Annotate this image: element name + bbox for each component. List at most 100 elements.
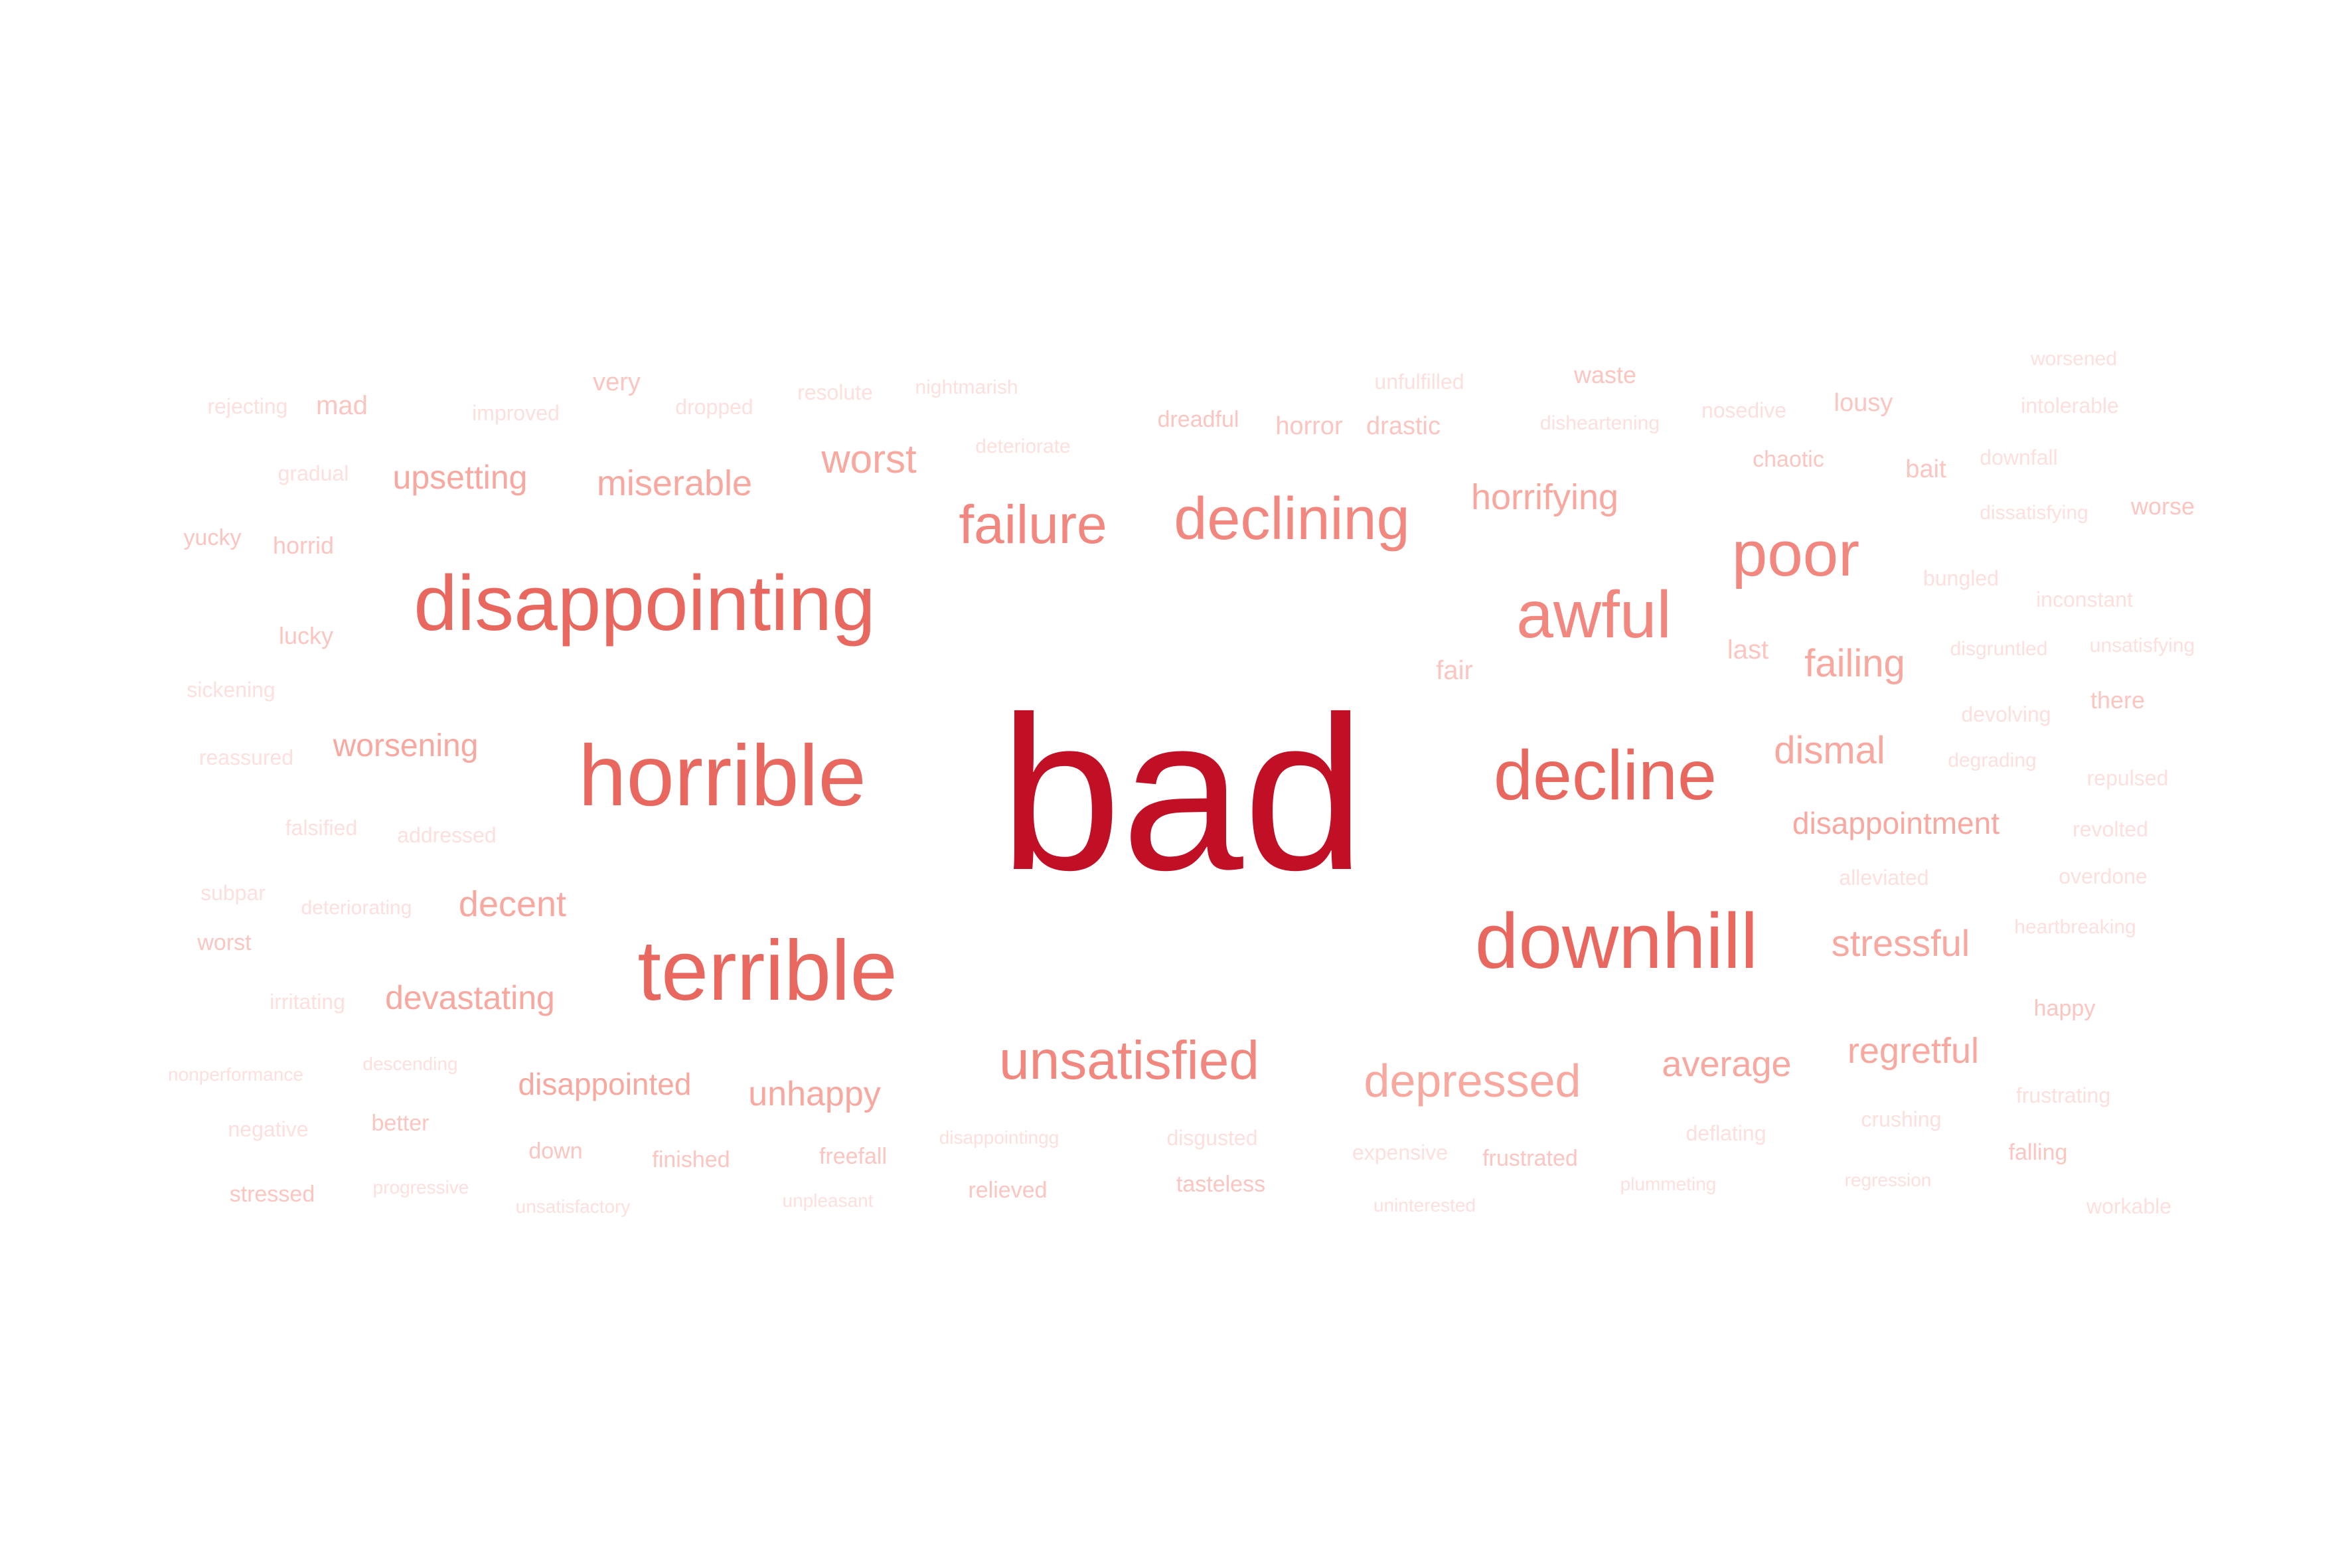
word-69: workable: [2086, 1194, 2172, 1218]
word-36: there: [2090, 686, 2146, 714]
word-19: decent: [458, 884, 567, 924]
word-50: happy: [2033, 996, 2096, 1021]
word-71: revolted: [2073, 817, 2148, 841]
word-88: disgruntled: [1950, 638, 2048, 660]
word-87: dissatisfying: [1980, 502, 2088, 524]
word-2: horrible: [578, 727, 866, 824]
word-24: disappointment: [1792, 806, 1999, 840]
word-80: disgusted: [1166, 1126, 1258, 1150]
word-85: deteriorate: [975, 435, 1071, 457]
word-40: dreadful: [1157, 407, 1239, 432]
word-16: stressful: [1831, 922, 1970, 964]
word-39: waste: [1573, 361, 1637, 388]
word-60: reassured: [198, 745, 294, 769]
word-13: horrifying: [1470, 477, 1619, 517]
word-51: worst: [197, 930, 252, 955]
word-27: last: [1727, 635, 1769, 665]
word-81: expensive: [1352, 1140, 1449, 1164]
word-32: horror: [1275, 412, 1343, 440]
word-4: downhill: [1474, 898, 1759, 985]
word-25: disappointed: [518, 1067, 692, 1101]
word-31: lousy: [1834, 389, 1893, 417]
word-6: awful: [1516, 578, 1672, 652]
word-48: frustrated: [1482, 1146, 1578, 1171]
word-90: degrading: [1948, 749, 2037, 771]
word-101: regression: [1844, 1170, 1932, 1190]
word-64: irritating: [270, 990, 345, 1014]
word-76: bungled: [1923, 566, 1999, 590]
word-38: lucky: [278, 622, 334, 649]
word-21: average: [1662, 1044, 1792, 1084]
word-96: unsatisfactory: [515, 1196, 631, 1217]
word-74: devolving: [1961, 702, 2051, 726]
word-45: freefall: [819, 1144, 888, 1169]
word-42: down: [528, 1138, 583, 1164]
word-1: disappointing: [414, 560, 876, 647]
word-73: alleviated: [1839, 866, 1929, 890]
word-66: deflating: [1686, 1121, 1766, 1145]
word-72: overdone: [2059, 864, 2148, 888]
word-3: terrible: [637, 923, 898, 1018]
word-63: subpar: [200, 881, 266, 905]
word-22: upsetting: [392, 459, 528, 496]
word-49: falling: [2008, 1140, 2068, 1165]
word-56: improved: [472, 401, 560, 425]
word-11: depressed: [1364, 1055, 1581, 1107]
word-68: frustrating: [2015, 1083, 2111, 1107]
word-47: tasteless: [1176, 1172, 1266, 1197]
word-10: failure: [959, 495, 1107, 555]
word-54: resolute: [797, 380, 873, 404]
word-0: bad: [999, 670, 1366, 915]
word-29: mad: [316, 391, 368, 420]
word-93: nonperformance: [168, 1064, 303, 1085]
word-18: regretful: [1847, 1031, 1980, 1071]
word-23: devastating: [385, 979, 555, 1016]
word-77: nosedive: [1701, 398, 1787, 422]
word-41: chaotic: [1753, 447, 1824, 472]
word-9: unsatisfied: [998, 1030, 1260, 1091]
word-67: crushing: [1861, 1107, 1942, 1131]
word-61: falsified: [285, 816, 358, 840]
word-75: inconstant: [2036, 588, 2133, 611]
word-78: intolerable: [2021, 394, 2119, 418]
word-12: worst: [821, 437, 917, 481]
word-46: relieved: [968, 1178, 1048, 1203]
word-99: uninterested: [1373, 1195, 1476, 1215]
word-44: finished: [652, 1147, 730, 1172]
word-28: fair: [1436, 656, 1473, 685]
word-57: rejecting: [207, 394, 288, 418]
word-37: horrid: [272, 532, 335, 559]
word-30: very: [593, 368, 641, 396]
word-84: nightmarish: [915, 376, 1018, 398]
word-82: unfulfilled: [1374, 370, 1464, 394]
word-55: dropped: [675, 395, 753, 419]
word-20: unhappy: [748, 1075, 881, 1113]
word-94: descending: [362, 1054, 458, 1074]
word-34: bait: [1905, 455, 1946, 483]
word-26: worsening: [333, 728, 479, 763]
word-17: miserable: [596, 463, 753, 503]
word-86: disheartening: [1539, 412, 1660, 434]
word-59: sickening: [187, 678, 275, 702]
word-98: disappointingg: [939, 1127, 1059, 1148]
word-58: gradual: [277, 461, 349, 485]
word-65: negative: [228, 1117, 309, 1141]
word-35: worse: [2130, 493, 2195, 520]
word-95: progressive: [372, 1177, 469, 1198]
word-43: better: [371, 1111, 430, 1136]
word-7: poor: [1731, 518, 1860, 589]
word-92: deteriorating: [301, 897, 412, 919]
word-89: unsatisfying: [2089, 635, 2195, 657]
word-91: heartbreaking: [2014, 916, 2136, 938]
word-83: worsened: [2030, 348, 2118, 370]
word-100: plummeting: [1620, 1174, 1717, 1194]
word-53: yucky: [183, 525, 242, 550]
word-62: addressed: [397, 823, 497, 847]
word-97: unpleasant: [782, 1190, 874, 1211]
word-79: downfall: [1980, 445, 2058, 469]
word-8: declining: [1174, 486, 1410, 552]
word-14: failing: [1804, 642, 1905, 685]
word-33: drastic: [1366, 412, 1441, 440]
word-15: dismal: [1774, 729, 1885, 772]
word-52: stressed: [229, 1182, 315, 1207]
